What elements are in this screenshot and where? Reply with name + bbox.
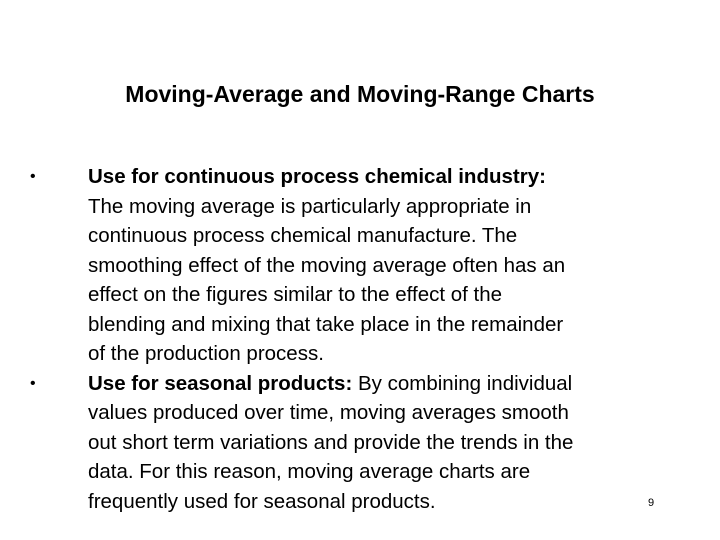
bullet-heading: Use for seasonal products: (88, 371, 353, 395)
bullet-text-line: data. For this reason, moving average ch… (88, 460, 531, 483)
bullet-dot-icon: • (30, 168, 36, 185)
bullet-text-line: The moving average is particularly appro… (88, 194, 532, 218)
bullet-heading: Use for continuous process chemical indu… (88, 165, 546, 188)
bullet-dot-icon: • (30, 374, 36, 392)
bullet-text-line: frequently used for seasonal products. (88, 489, 436, 513)
bullet-heading-continuation: By combining individual (352, 371, 573, 395)
bullet-heading-line: Use for seasonal products: By combining … (88, 369, 670, 399)
bullet-text-line: values produced over time, moving averag… (88, 401, 569, 424)
bullet-text-line: of the production process. (88, 342, 324, 365)
bullet-text-line: effect on the figures similar to the eff… (88, 283, 503, 306)
slide-title: Moving-Average and Moving-Range Charts (125, 81, 595, 107)
bullet-heading-line: Use for continuous process chemical indu… (88, 162, 670, 192)
bullet-text-line: smoothing effect of the moving average o… (88, 253, 566, 277)
page-number: 9 (648, 497, 655, 509)
bullet-text-line: continuous process chemical manufacture.… (88, 224, 518, 247)
bullet-text-line: blending and mixing that take place in t… (88, 312, 564, 336)
bullet-item-continuous-process: • Use for continuous process chemical in… (30, 162, 670, 369)
bullet-text-line: out short term variations and provide th… (88, 430, 574, 454)
bullet-item-seasonal-products: • Use for seasonal products: By combinin… (30, 369, 670, 517)
bullet-list: • Use for continuous process chemical in… (30, 162, 670, 516)
